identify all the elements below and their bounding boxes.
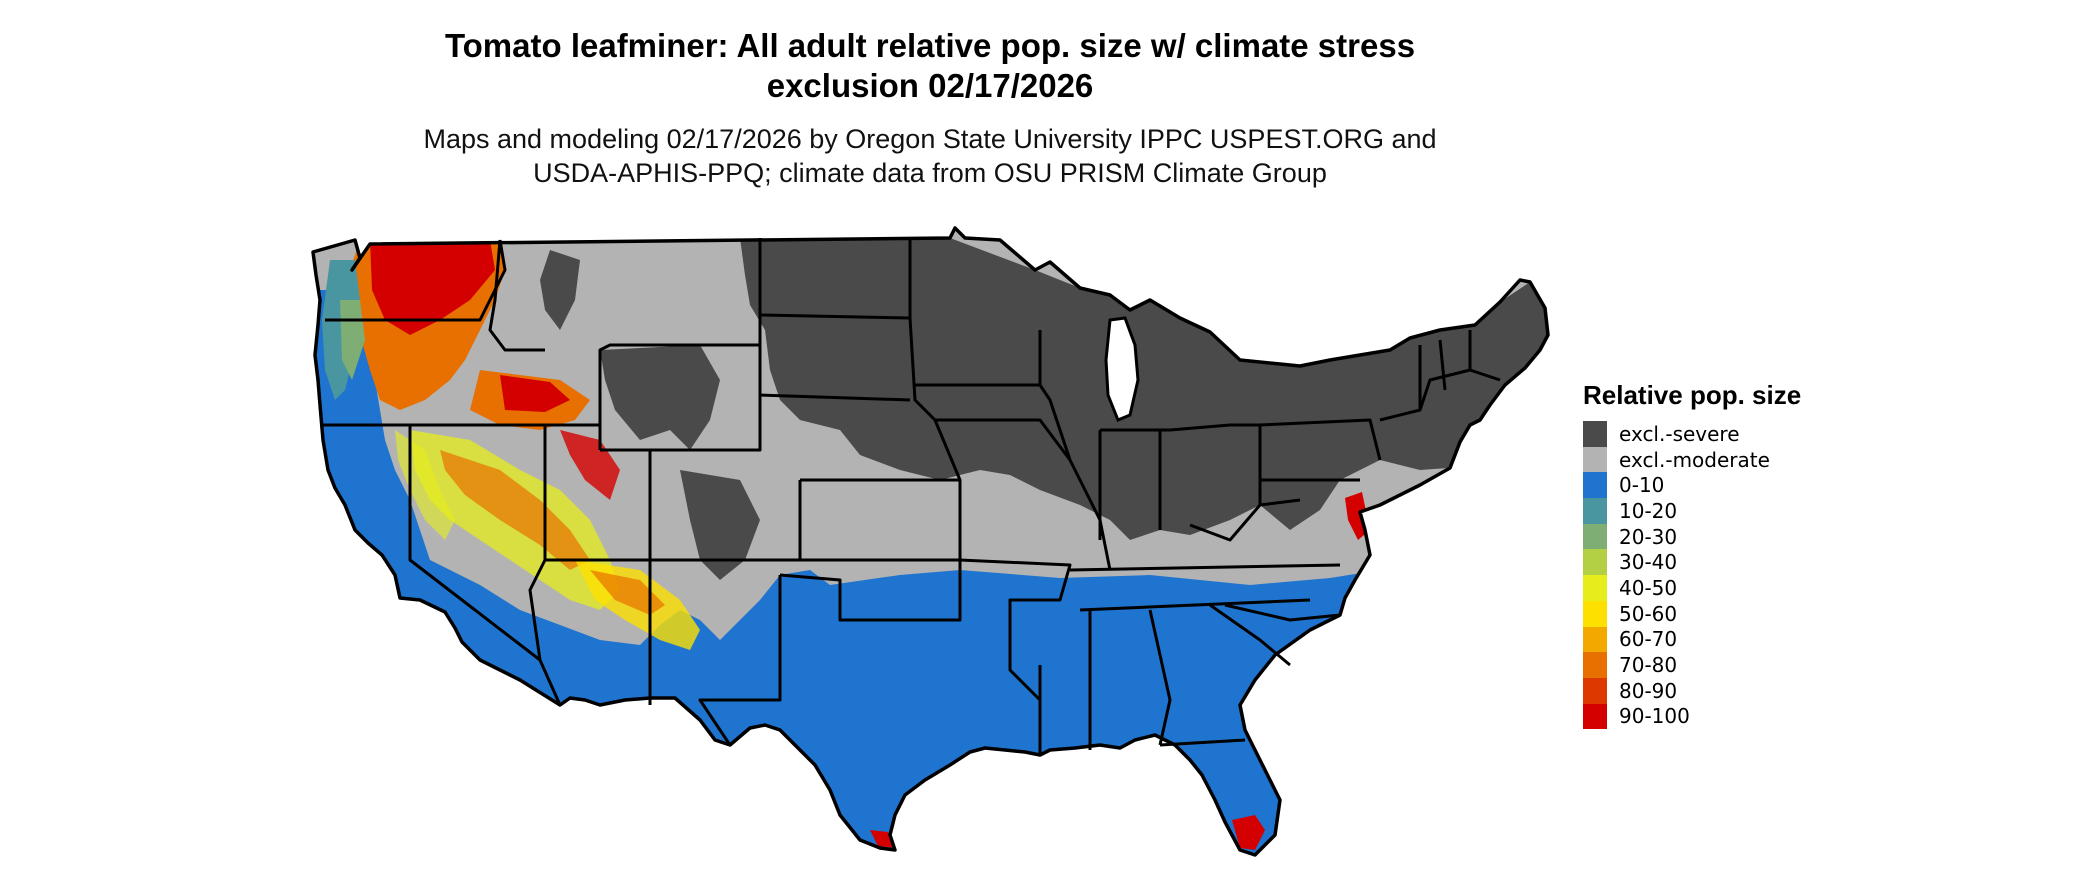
map-subtitle-line-1: Maps and modeling 02/17/2026 by Oregon S… (423, 124, 1437, 154)
legend-label: 0-10 (1619, 473, 1665, 498)
border-mi-south (1100, 423, 1260, 432)
legend-item: 80-90 (1583, 677, 1801, 704)
region-high-utah-red (560, 430, 620, 500)
border-ia-mo (935, 418, 1072, 461)
legend-items: excl.-severe excl.-moderate 0-10 10-20 20-30… (1583, 421, 1801, 730)
legend-item: excl.-moderate (1583, 446, 1801, 473)
border-wi-il-west (1038, 330, 1112, 571)
legend-swatch (1583, 575, 1607, 601)
legend-swatch (1583, 498, 1607, 524)
legend-swatch (1583, 626, 1607, 653)
country-outline (311, 226, 1550, 857)
border-al-ga (1148, 609, 1172, 746)
legend-swatch (1583, 446, 1607, 473)
legend-swatch (1583, 703, 1607, 730)
legend-item: 90-100 (1583, 703, 1801, 730)
legend-label: 90-100 (1619, 704, 1690, 729)
lake-michigan (1104, 316, 1140, 422)
border-pa-north (1259, 418, 1382, 461)
border-tn-south (1079, 598, 1311, 612)
legend-item: 40-50 (1583, 575, 1801, 601)
legend-swatch (1583, 600, 1607, 627)
legend-label: 10-20 (1619, 498, 1678, 523)
legend-item: 10-20 (1583, 498, 1801, 524)
legend-item: 50-60 (1583, 600, 1801, 627)
map-title-line-2: exclusion 02/17/2026 (766, 67, 1094, 104)
population-regions (313, 228, 1548, 855)
legend-swatch (1583, 523, 1607, 550)
region-high-idaho-red (500, 375, 570, 412)
state-borders (320, 238, 1501, 755)
border-wy-north (598, 343, 760, 425)
region-severe-idaho (540, 250, 580, 330)
border-ga-sc (1209, 603, 1291, 667)
border-nv-ut-az (528, 425, 562, 706)
border-vt-nh (1438, 339, 1447, 391)
region-severe-colorado (680, 470, 760, 580)
border-ca-nv (408, 425, 541, 662)
region-severe (740, 238, 1548, 540)
legend-item: 30-40 (1583, 549, 1801, 576)
border-nd-sd (759, 313, 911, 320)
map-subtitle-line-2: USDA-APHIS-PPQ; climate data from OSU PR… (533, 158, 1327, 188)
legend-label: 20-30 (1619, 524, 1678, 549)
region-high-florida-tip (1232, 815, 1265, 850)
border-ny-ne (1379, 368, 1501, 422)
legend-title: Relative pop. size (1583, 380, 1802, 410)
legend-swatch (1583, 677, 1607, 704)
legend-swatch (1583, 652, 1607, 678)
legend-label: 70-80 (1619, 653, 1678, 678)
border-fl-north (1159, 738, 1246, 747)
border-mn-ia-mo-west (908, 238, 962, 560)
border-wa-or (325, 239, 507, 322)
legend-label: 80-90 (1619, 678, 1678, 703)
legend-label: 50-60 (1619, 601, 1678, 626)
border-wv (1189, 498, 1301, 542)
legend-swatch (1583, 549, 1607, 576)
region-severe-wyoming (600, 345, 720, 450)
border-tn-ky-va-south (1069, 563, 1341, 572)
border-id-west (488, 239, 545, 352)
legend-item: excl.-severe (1583, 421, 1801, 447)
region-high-red-pnw (370, 240, 495, 335)
legend-item: 0-10 (1583, 472, 1801, 499)
border-wy-co (650, 345, 762, 452)
map-legend: Relative pop. size excl.-severe excl.-mod… (1583, 380, 1802, 730)
legend-swatch (1583, 472, 1607, 499)
legend-label: 60-70 (1619, 627, 1678, 652)
region-high-nevada (440, 450, 590, 570)
border-ok (779, 558, 962, 622)
legend-label: 30-40 (1619, 550, 1678, 575)
legend-label: excl.-moderate (1619, 447, 1770, 472)
border-sd-ne (759, 393, 911, 402)
legend-item: 20-30 (1583, 523, 1801, 550)
border-tx-nm (698, 575, 782, 746)
legend-label: 40-50 (1619, 575, 1678, 600)
map-title-line-1: Tomato leafminer: All adult relative pop… (444, 27, 1416, 64)
legend-label: excl.-severe (1619, 421, 1740, 446)
legend-item: 70-80 (1583, 652, 1801, 678)
legend-item: 60-70 (1583, 626, 1801, 653)
border-nc-sc (1224, 603, 1341, 622)
legend-swatch (1583, 421, 1607, 447)
region-high-arizona (590, 570, 665, 615)
